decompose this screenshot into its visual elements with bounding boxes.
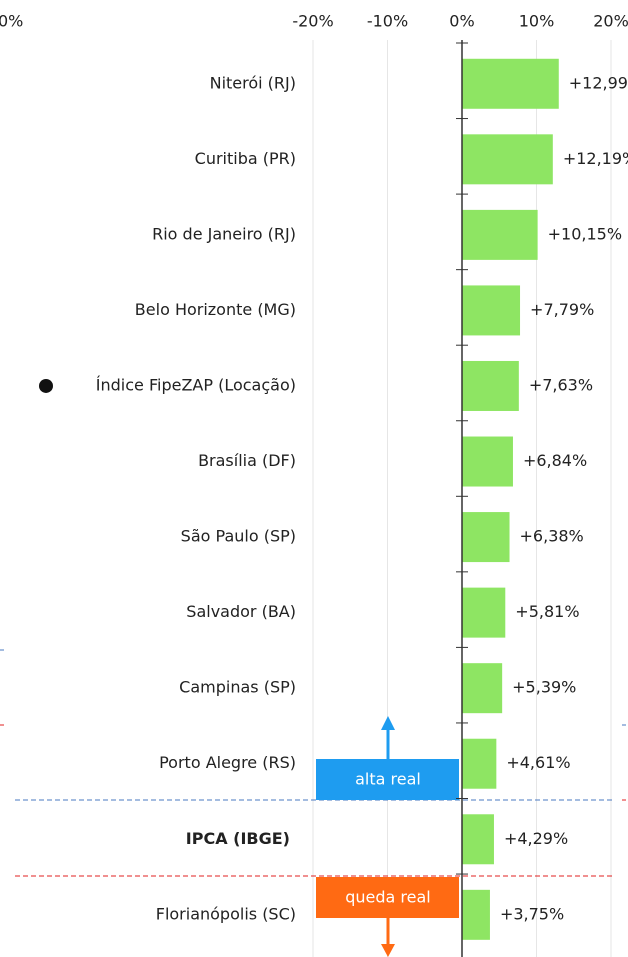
value-label: +4,61%	[506, 753, 570, 772]
value-label: +7,63%	[529, 375, 593, 394]
queda-real-box	[316, 877, 459, 918]
value-label: +3,75%	[500, 904, 564, 923]
bar	[462, 889, 490, 940]
bar	[462, 587, 506, 638]
value-label: +12,19%	[563, 149, 628, 168]
y-tick-label: Florianópolis (SC)	[156, 904, 296, 923]
y-tick-label: Campinas (SP)	[179, 678, 296, 697]
value-label: +5,81%	[515, 602, 579, 621]
bar	[462, 738, 497, 789]
y-tick-label: São Paulo (SP)	[181, 527, 296, 546]
y-tick-label: Brasília (DF)	[198, 451, 296, 470]
x-tick-label: 10%	[519, 12, 555, 31]
y-tick-label: Índice FipeZAP (Locação)	[96, 375, 296, 394]
y-tick-label: Curitiba (PR)	[195, 149, 296, 168]
x-tick-label: 0%	[449, 12, 474, 31]
y-tick-label: Salvador (BA)	[186, 602, 296, 621]
y-tick-label: Porto Alegre (RS)	[159, 753, 296, 772]
value-label: +12,99%	[569, 73, 628, 92]
alta-real-box	[316, 759, 459, 800]
x-tick-label: -20%	[292, 12, 333, 31]
partial-axis-label: 0%	[0, 12, 23, 31]
bar	[462, 285, 521, 336]
y-tick-label: IPCA (IBGE)	[186, 829, 290, 848]
value-label: +6,38%	[520, 527, 584, 546]
arrow-head	[381, 944, 395, 957]
bullet	[39, 378, 53, 393]
annotation: queda real	[345, 888, 431, 907]
bar	[462, 663, 503, 714]
bar	[462, 814, 494, 865]
x-tick-label: 20%	[593, 12, 628, 31]
bar	[462, 360, 519, 411]
y-tick-label: Niterói (RJ)	[210, 73, 296, 92]
bar	[462, 209, 538, 260]
x-tick-label: -10%	[367, 12, 408, 31]
value-label: +10,15%	[548, 224, 622, 243]
bar	[462, 436, 513, 487]
bar	[462, 512, 510, 563]
bar	[462, 134, 553, 185]
y-tick-label: Belo Horizonte (MG)	[135, 300, 296, 319]
value-label: +6,84%	[523, 451, 587, 470]
bar	[462, 58, 559, 109]
arrow-head	[381, 716, 395, 730]
value-label: +7,79%	[530, 300, 594, 319]
value-label: +4,29%	[504, 829, 568, 848]
y-tick-label: Rio de Janeiro (RJ)	[152, 224, 296, 243]
annotation: alta real	[355, 770, 421, 789]
value-label: +5,39%	[512, 678, 576, 697]
